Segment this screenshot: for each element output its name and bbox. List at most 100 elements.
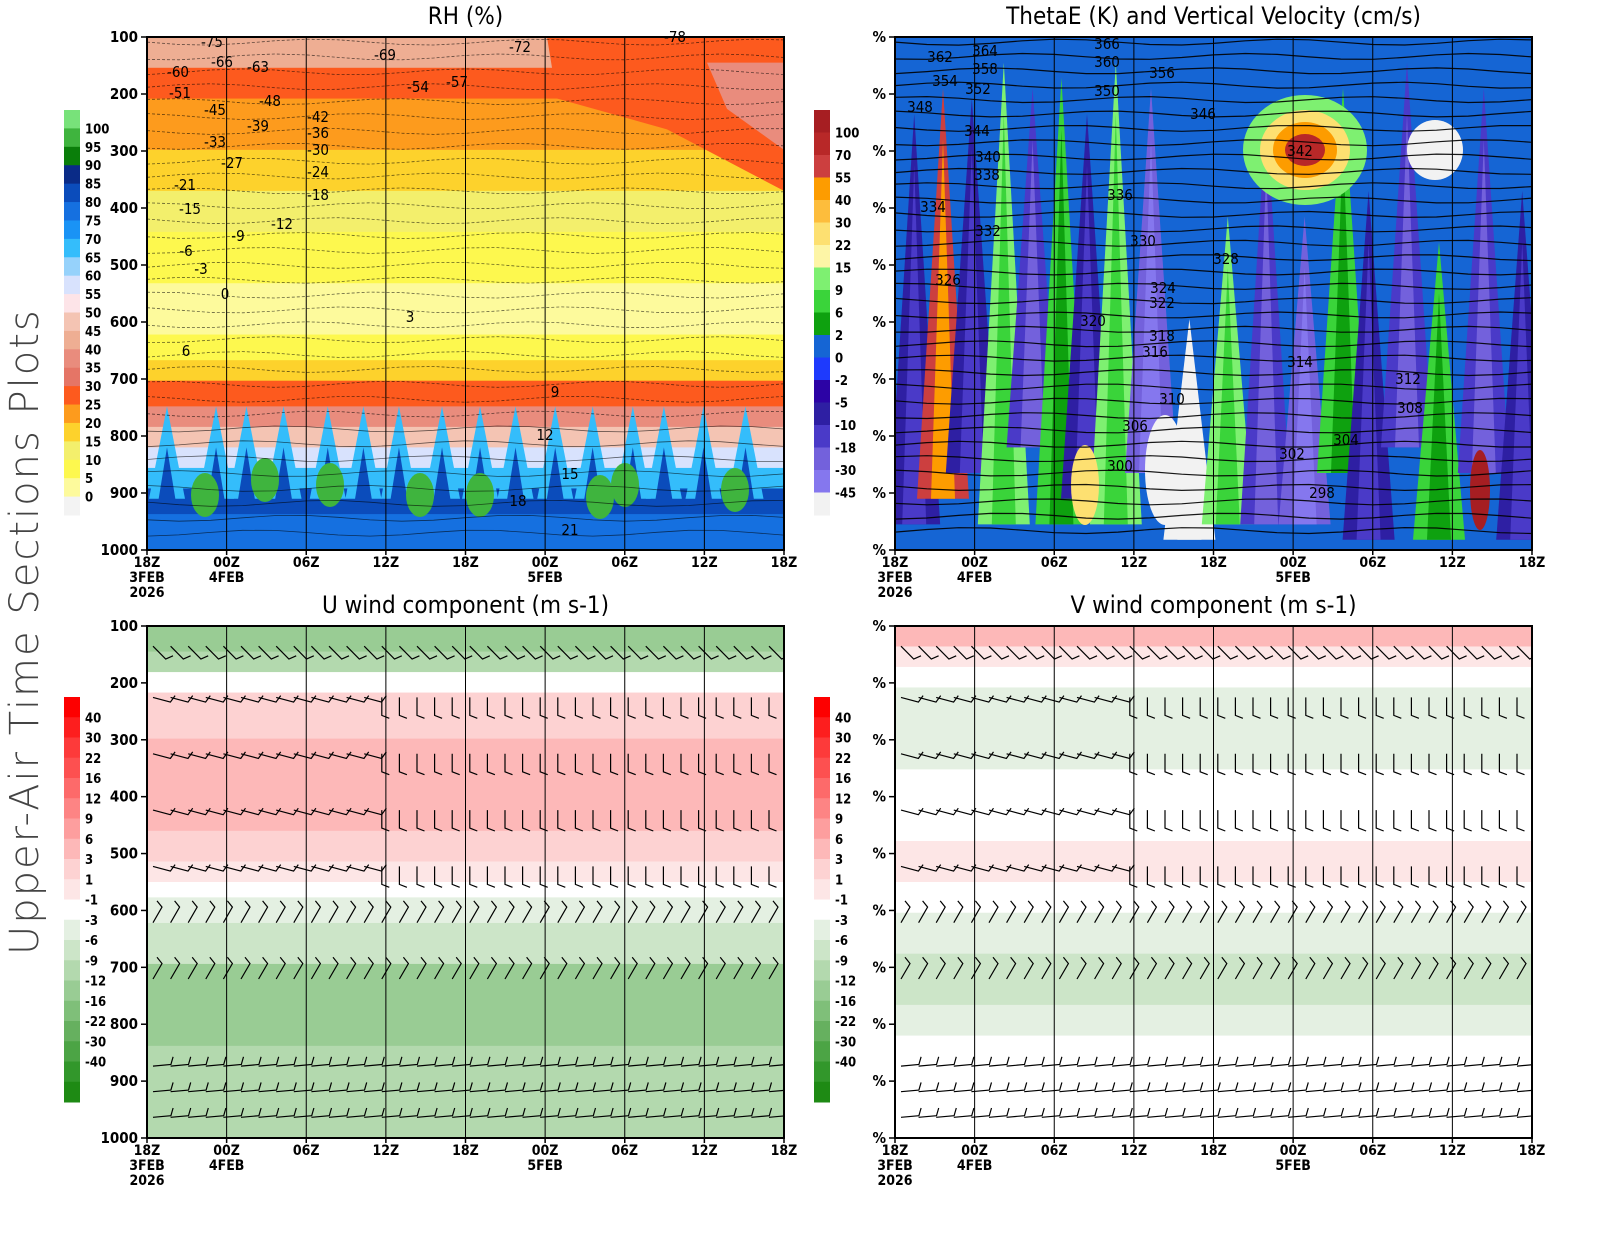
fill-blob [251,458,279,502]
colorbar-label: 70 [85,233,101,248]
wind-barb [1358,697,1367,719]
contour-label: -57 [446,73,468,91]
fill-spike [1356,242,1381,540]
wind-barb [1305,1056,1327,1067]
wind-barb [346,956,357,980]
x-tick-label: 06Z [1359,1143,1386,1159]
wind-barb [1375,956,1386,980]
x-tick-label: 00Z [1280,1143,1307,1159]
contour-label: -66 [211,53,233,71]
wind-barb [1358,810,1367,832]
wind-barb [381,697,390,719]
wind-barb [1516,900,1527,923]
x-tick-label: 06Z [293,1143,320,1159]
wind-barb [971,1107,993,1118]
wind-barb [575,1107,597,1118]
contour-label: 346 [1190,105,1216,123]
contour-label: -36 [307,124,329,142]
date-label: 2026 [129,585,164,601]
wind-barb [170,900,181,923]
fill-spike [505,447,526,509]
contour-line [147,202,784,209]
contour-label: 340 [975,148,1001,166]
wind-barb [610,1082,632,1093]
y-tick-label: 100 [110,617,138,635]
wind-barb [328,1082,350,1093]
wind-barb [988,956,999,980]
date-label: 5FEB [527,1158,563,1174]
wind-barb [1147,1107,1169,1118]
y-tick-label: 400 [110,199,138,217]
y-tick-label: 900 [110,1072,138,1090]
wind-barb [381,1107,403,1118]
fill-spike [1254,165,1279,525]
wind-barb [1322,753,1332,776]
wind-barb [1516,1115,1532,1118]
colorbar-rh: 1009590858075706560555045403530252015105… [64,110,109,516]
wind-barb [522,956,533,980]
wind-barb [1516,866,1525,888]
wind-barb [900,1107,922,1118]
wind-barb [1410,810,1420,832]
wind-barb [434,645,455,660]
colorbar-label: -12 [835,975,856,990]
colorbar-swatch [64,899,80,921]
wind-barb [1252,1056,1274,1067]
contour-line [147,247,784,254]
wind-barb [1006,1082,1028,1093]
y-tick-label: 800 [110,427,138,445]
colorbar-label: -9 [85,954,98,969]
colorbar-swatch [814,960,830,981]
contour-label: 308 [1397,399,1423,417]
wind-barb [900,1056,922,1067]
wind-barb [1164,753,1173,776]
x-tick-label: 12Z [1121,555,1148,571]
contour-label: 300 [1107,457,1133,475]
colorbar-label: -1 [85,894,98,909]
colorbar-swatch [814,980,830,1002]
wind-barb [1393,645,1415,660]
wind-barb [416,900,427,923]
wind-barb [1340,1107,1362,1118]
y-tick-label: 700 [110,370,138,388]
wind-barb [1199,866,1208,888]
wind-barb [1499,1082,1521,1093]
wind-barb [1428,1082,1450,1093]
colorbar-label: 30 [835,217,851,232]
wind-barb [187,956,198,980]
colorbar-swatch [814,879,830,900]
contour-line [147,98,784,106]
x-tick-label: 18Z [134,555,161,571]
colorbar-label: 12 [835,792,851,807]
wind-barb [1094,645,1115,660]
colorbar-swatch [64,697,80,718]
chart-rh: RH (%)-78-75 -72-69-66 -63-60-57-54-51 -48-… [64,2,797,601]
colorbar-swatch [64,386,80,406]
y-tick-label: % [872,427,886,445]
wind-barb [381,753,390,776]
colorbar-label: 9 [835,284,843,299]
wind-barb [222,645,244,660]
wind-barb [310,645,332,660]
contour-label: 304 [1333,431,1359,449]
fill-spike [1139,139,1163,474]
wind-barb [434,697,443,719]
colorbar-swatch [64,349,80,369]
wind-barb [522,1056,544,1067]
wind-barb [918,645,939,660]
wind-barb [1322,900,1334,923]
chart-uwind: U wind component (m s-1) 100 200 300 400 500 6… [64,591,797,1189]
wind-barb [1270,697,1279,719]
wind-barb [610,956,621,980]
wind-barb [1481,900,1492,923]
x-tick-label: 18Z [771,555,798,571]
wind-barb [504,1056,526,1067]
x-tick-label: 12Z [373,555,400,571]
contour-label: 352 [965,80,991,98]
wind-barb [1076,645,1098,660]
wind-barb [1146,753,1156,776]
wind-barb [935,645,957,660]
fill-spike [388,447,409,509]
wind-barb [1481,1056,1503,1067]
wind-barb [381,956,392,980]
